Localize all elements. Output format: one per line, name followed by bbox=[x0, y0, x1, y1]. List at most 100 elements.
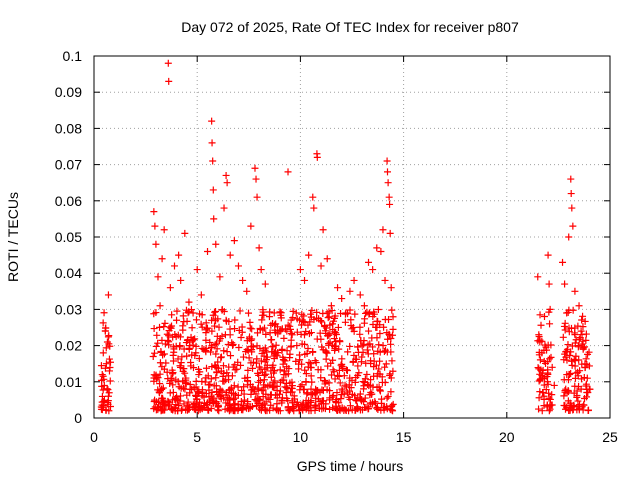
data-point bbox=[574, 343, 582, 351]
data-point bbox=[288, 384, 296, 392]
data-point bbox=[298, 381, 306, 389]
data-point bbox=[287, 343, 295, 351]
data-point bbox=[536, 311, 544, 319]
data-point bbox=[169, 333, 177, 341]
data-point bbox=[249, 364, 257, 372]
x-tick-label: 25 bbox=[602, 429, 618, 445]
data-point bbox=[338, 295, 346, 303]
data-point bbox=[389, 400, 397, 408]
data-point bbox=[177, 276, 185, 284]
data-point bbox=[268, 343, 276, 351]
data-point bbox=[213, 368, 221, 376]
data-point bbox=[197, 320, 205, 328]
data-point bbox=[387, 340, 395, 348]
y-tick-label: 0.07 bbox=[55, 157, 82, 173]
data-point bbox=[270, 309, 278, 317]
data-point bbox=[230, 396, 238, 403]
data-point bbox=[208, 363, 216, 371]
data-point bbox=[561, 405, 569, 413]
data-point bbox=[256, 377, 264, 385]
data-point bbox=[258, 316, 266, 324]
data-point bbox=[166, 323, 174, 331]
data-point bbox=[226, 251, 234, 259]
data-point bbox=[212, 398, 220, 406]
data-point bbox=[99, 372, 107, 380]
data-point bbox=[158, 255, 166, 263]
data-point bbox=[319, 386, 327, 394]
data-point bbox=[539, 389, 547, 397]
y-tick-label: 0 bbox=[74, 410, 82, 426]
data-point bbox=[344, 348, 352, 356]
data-point bbox=[368, 334, 376, 342]
data-point bbox=[560, 322, 568, 330]
data-point bbox=[576, 334, 584, 342]
data-point bbox=[568, 361, 576, 369]
data-point bbox=[550, 381, 558, 389]
data-point bbox=[569, 306, 577, 314]
data-point bbox=[303, 403, 311, 411]
data-point bbox=[567, 175, 575, 183]
data-point bbox=[216, 386, 224, 394]
data-point bbox=[248, 346, 256, 354]
data-point bbox=[293, 315, 301, 323]
data-point bbox=[370, 308, 378, 316]
data-point bbox=[297, 330, 305, 338]
data-point bbox=[288, 378, 296, 386]
data-point bbox=[185, 298, 193, 306]
data-point bbox=[222, 171, 230, 179]
data-point bbox=[546, 395, 554, 403]
data-point bbox=[103, 338, 111, 346]
data-point bbox=[223, 388, 231, 396]
data-point bbox=[565, 328, 573, 336]
data-point bbox=[177, 363, 185, 371]
data-point bbox=[317, 317, 325, 325]
data-point bbox=[544, 341, 552, 349]
data-point bbox=[534, 364, 542, 372]
data-point bbox=[560, 392, 568, 400]
data-point bbox=[338, 360, 346, 368]
data-point bbox=[334, 284, 342, 292]
data-point bbox=[164, 59, 172, 67]
data-point bbox=[184, 308, 192, 316]
data-point bbox=[576, 367, 584, 375]
data-point bbox=[150, 325, 158, 333]
data-point bbox=[561, 326, 569, 334]
data-point bbox=[332, 342, 340, 350]
data-point bbox=[537, 321, 545, 329]
data-point bbox=[265, 313, 273, 321]
data-point bbox=[172, 376, 180, 384]
data-point bbox=[189, 309, 197, 317]
data-point bbox=[203, 324, 211, 332]
data-point bbox=[308, 306, 316, 314]
data-point bbox=[319, 346, 327, 354]
data-point bbox=[218, 306, 226, 314]
data-point bbox=[284, 321, 292, 329]
data-point bbox=[334, 406, 342, 414]
data-point bbox=[278, 396, 286, 404]
data-point bbox=[369, 266, 377, 274]
data-point bbox=[205, 406, 213, 414]
data-point bbox=[212, 307, 220, 315]
data-point bbox=[193, 266, 201, 274]
data-point bbox=[365, 327, 373, 335]
data-point bbox=[296, 351, 303, 359]
data-point bbox=[208, 117, 216, 125]
data-point bbox=[387, 348, 395, 356]
data-point bbox=[367, 388, 375, 396]
data-point bbox=[373, 404, 381, 412]
data-point bbox=[345, 381, 353, 389]
x-tick-label: 15 bbox=[396, 429, 412, 445]
data-point bbox=[202, 319, 210, 327]
data-point bbox=[335, 405, 343, 413]
data-point bbox=[363, 370, 371, 378]
data-point bbox=[286, 354, 294, 362]
data-point bbox=[284, 168, 292, 176]
data-point bbox=[165, 77, 173, 85]
data-point bbox=[161, 406, 169, 414]
data-point bbox=[381, 363, 389, 371]
data-point bbox=[361, 315, 369, 323]
data-point bbox=[208, 139, 216, 147]
data-point bbox=[368, 400, 376, 408]
data-point bbox=[188, 351, 196, 359]
data-point bbox=[383, 329, 391, 337]
